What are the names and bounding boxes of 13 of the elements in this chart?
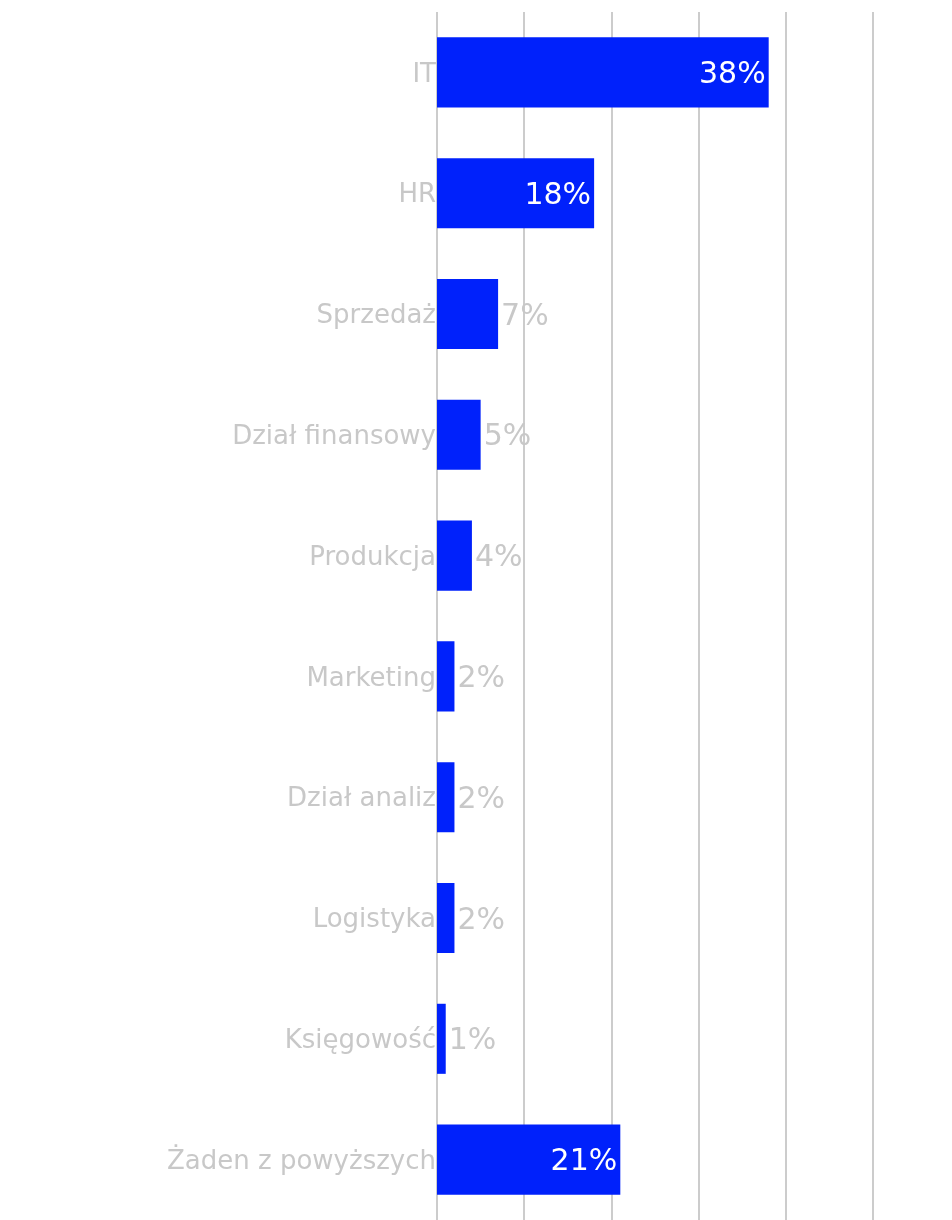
data-label: 38% — [699, 54, 766, 90]
bar — [437, 762, 455, 833]
bar — [437, 1003, 446, 1074]
data-label: 21% — [550, 1142, 618, 1178]
bar — [437, 158, 595, 229]
bar — [437, 37, 769, 108]
bar — [437, 520, 472, 591]
bar — [437, 882, 455, 954]
data-label: 18% — [524, 175, 592, 211]
bar — [437, 641, 455, 712]
bar — [437, 1124, 621, 1195]
bar — [437, 399, 481, 470]
bar — [437, 278, 499, 350]
